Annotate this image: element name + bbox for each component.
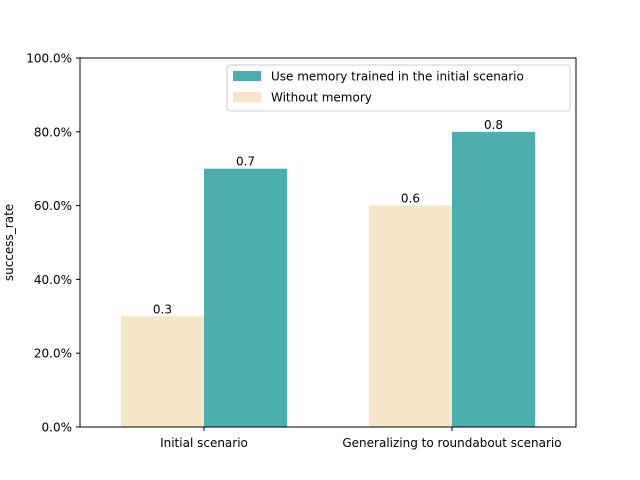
- data-label: 0.7: [236, 155, 255, 169]
- legend-swatch: [233, 71, 261, 81]
- bar-with-memory-1: [452, 131, 536, 428]
- legend-label: Without memory: [271, 91, 372, 105]
- bar-without-memory-0: [120, 316, 204, 427]
- x-tick-label: Initial scenario: [160, 436, 248, 450]
- y-tick-label: 80.0%: [34, 125, 72, 139]
- data-label: 0.6: [401, 192, 420, 206]
- y-tick-label: 40.0%: [34, 273, 72, 287]
- axes-frame: [79, 57, 577, 428]
- data-labels-layer: 0.3 0.6 0.7 0.8: [153, 118, 503, 316]
- y-tick-label: 60.0%: [34, 199, 72, 213]
- bars-layer: [120, 131, 536, 428]
- y-tick-label: 0.0%: [42, 421, 73, 435]
- legend-label: Use memory trained in the initial scenar…: [271, 70, 524, 84]
- legend-box: [226, 64, 571, 112]
- y-axis-label: success_rate: [2, 204, 16, 281]
- x-tick-label: Generalizing to roundabout scenario: [342, 436, 561, 450]
- x-axis: Initial scenario Generalizing to roundabo…: [160, 427, 562, 450]
- data-label: 0.8: [484, 118, 503, 132]
- y-tick-label: 100.0%: [26, 52, 72, 66]
- y-tick-label: 20.0%: [34, 347, 72, 361]
- bar-without-memory-1: [368, 205, 452, 427]
- legend-swatch: [233, 92, 261, 102]
- legend: Use memory trained in the initial scenar…: [226, 64, 571, 112]
- bar-with-memory-0: [204, 168, 288, 427]
- data-label: 0.3: [153, 302, 172, 316]
- y-axis: 0.0% 20.0% 40.0% 60.0% 80.0% 100.0%: [26, 52, 80, 435]
